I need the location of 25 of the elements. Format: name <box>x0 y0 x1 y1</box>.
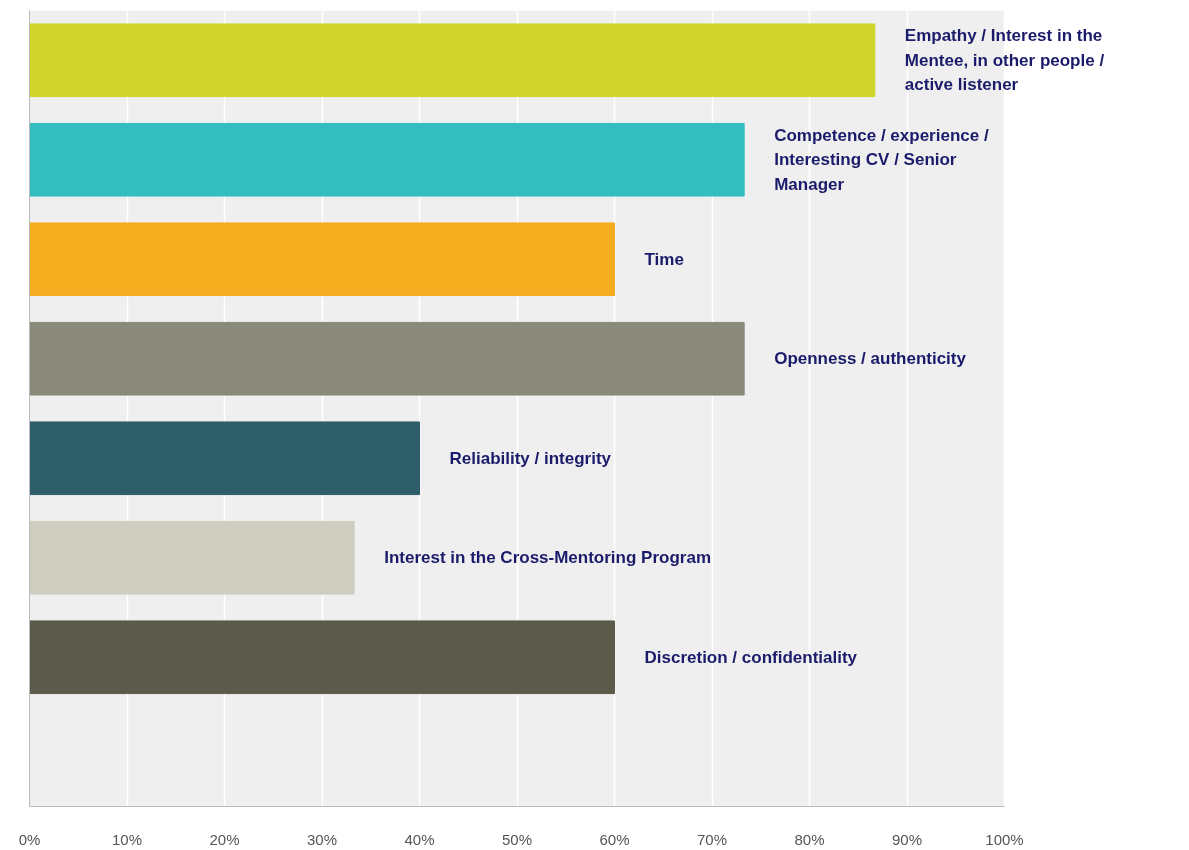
bar <box>29 421 420 496</box>
x-tick-label: 10% <box>111 830 143 848</box>
bar <box>29 620 615 695</box>
x-tick-label: 70% <box>696 830 728 848</box>
bar <box>29 222 615 297</box>
x-tick-label: 60% <box>599 830 630 848</box>
y-tick-label: Discretion / confidentiality <box>644 647 858 667</box>
bar <box>29 321 745 396</box>
x-tick-label: 90% <box>891 830 923 848</box>
bar <box>29 520 355 595</box>
x-tick-label: 100% <box>985 830 1024 848</box>
bar <box>29 122 745 197</box>
x-tick-label: 50% <box>501 830 533 848</box>
y-tick-label: Empathy / Interest in the Mentee, in other people / active listener <box>904 26 1105 95</box>
y-tick-label: Interest in the Cross-Mentoring Program <box>384 548 711 568</box>
x-tick-label: 20% <box>209 830 240 848</box>
y-tick-label: Competence / experience / Interesting CV / Senior Manager <box>774 125 989 194</box>
bar <box>29 23 876 98</box>
y-tick-label: Time <box>644 249 684 269</box>
x-tick-label: 80% <box>794 830 825 848</box>
x-tick-label: 40% <box>404 830 435 848</box>
y-tick-label: Reliability / integrity <box>449 448 612 468</box>
y-tick-label: Openness / authenticity <box>774 349 967 369</box>
x-tick-label: 30% <box>306 830 338 848</box>
x-tick-label: 0% <box>18 830 41 848</box>
